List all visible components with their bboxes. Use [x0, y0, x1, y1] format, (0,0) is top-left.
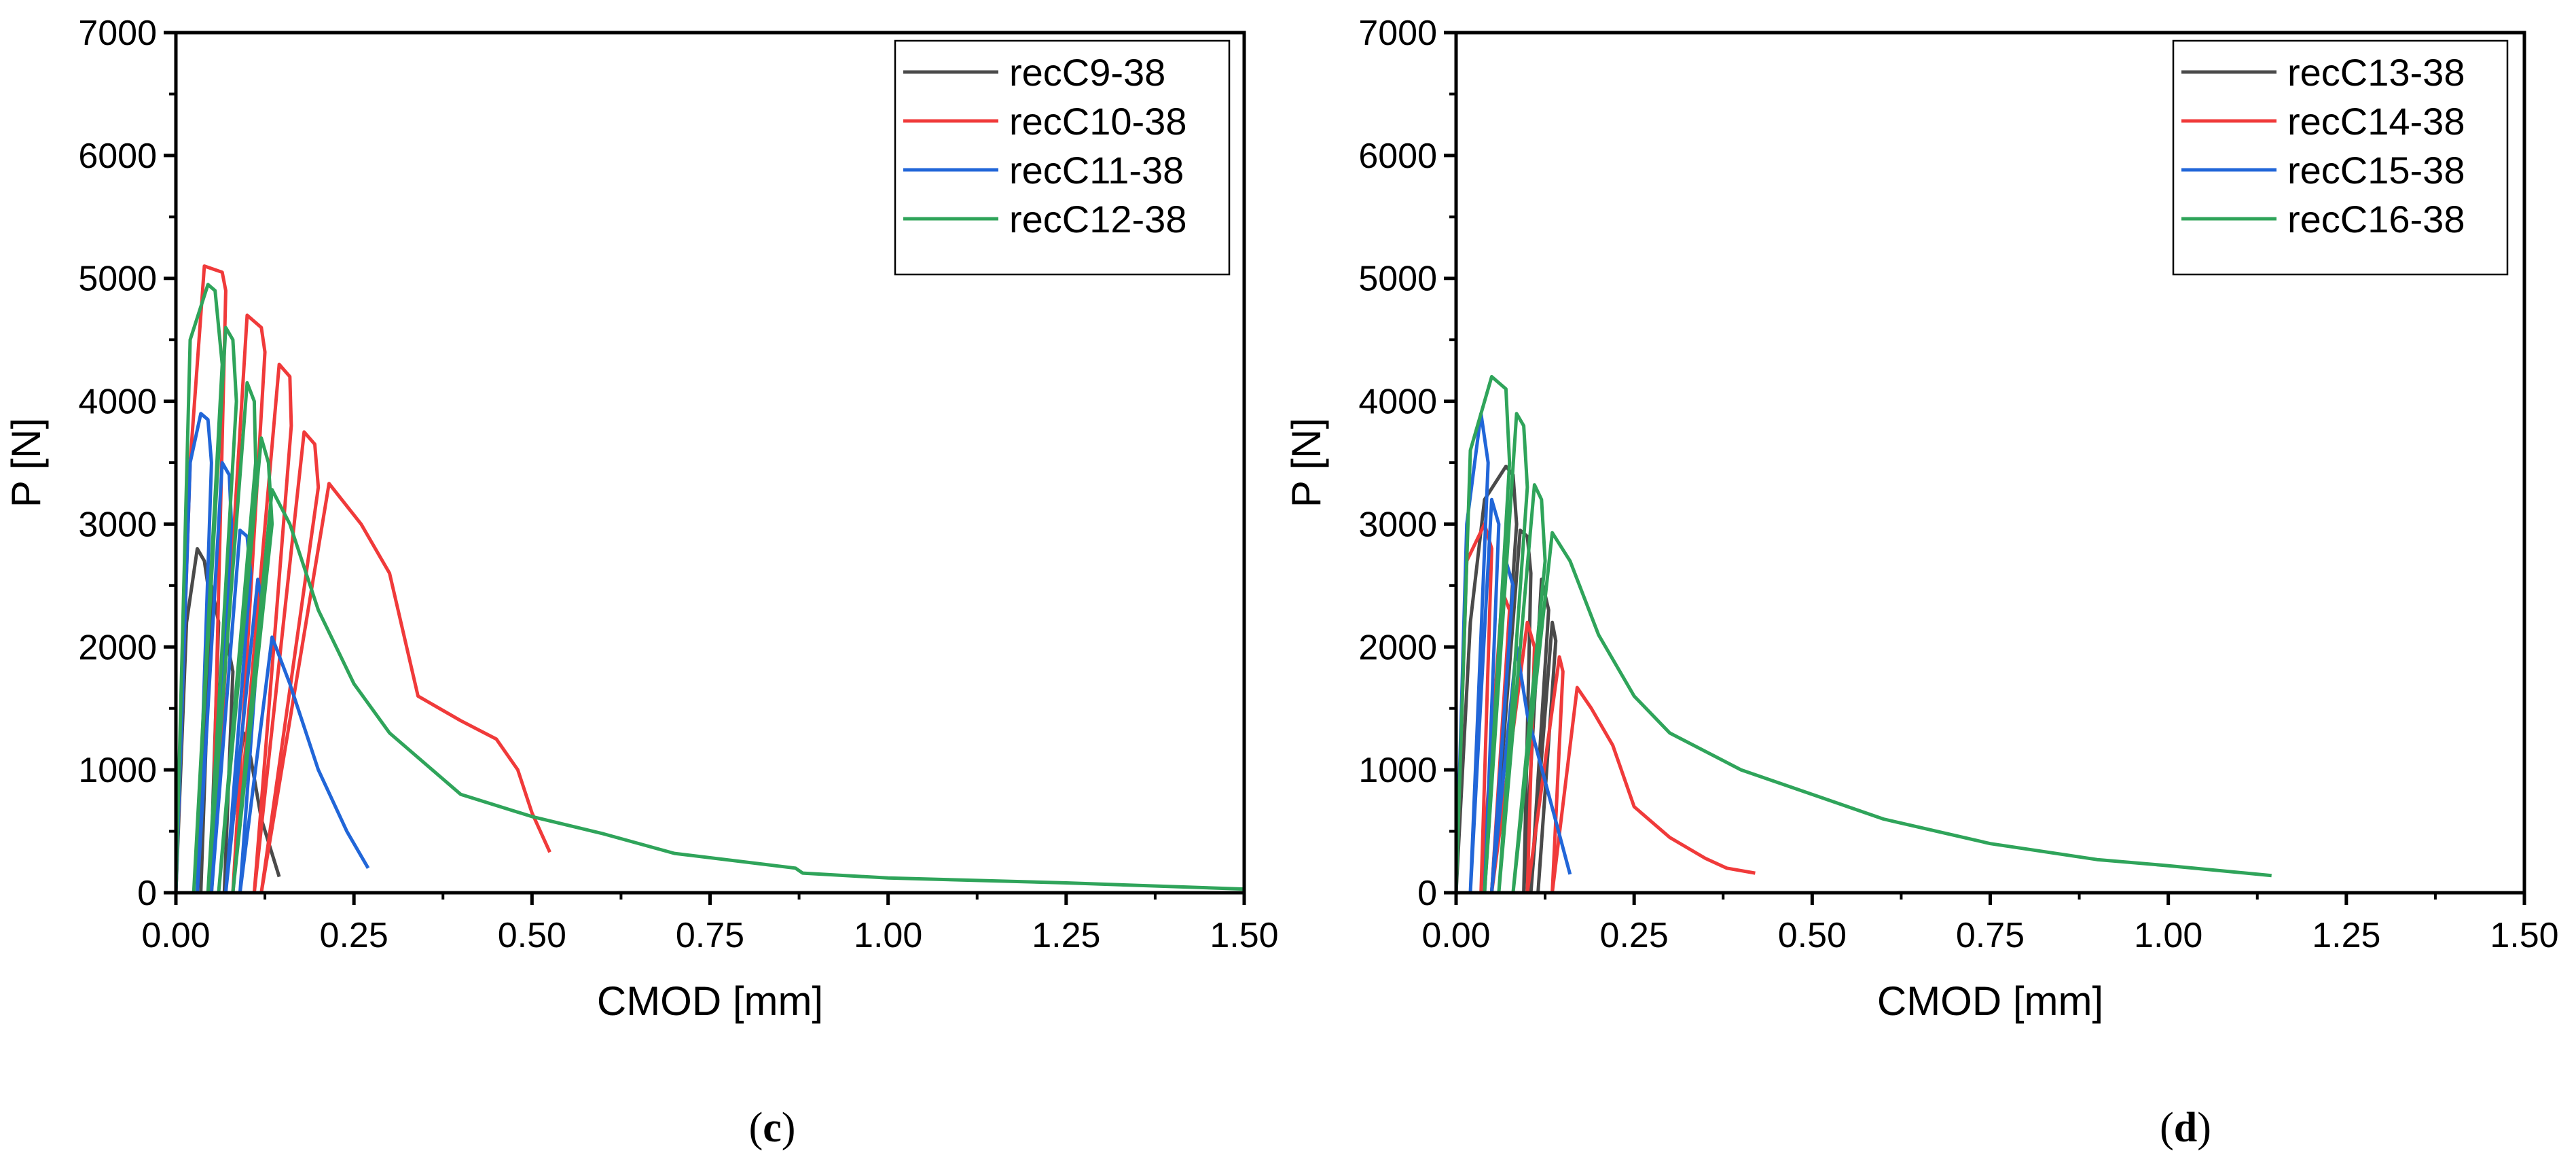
panel-label: (d): [2160, 1105, 2211, 1151]
y-tick-label: 7000: [78, 14, 157, 53]
x-tick-label: 0.75: [1956, 916, 2025, 955]
x-axis-label: CMOD [mm]: [597, 978, 823, 1024]
y-tick-label: 3000: [78, 505, 157, 544]
panel-label: (c): [749, 1105, 796, 1151]
y-tick-label: 4000: [1358, 383, 1437, 422]
panel-label-close: ): [2197, 1105, 2211, 1151]
y-tick-label: 1000: [1358, 751, 1437, 790]
panel-label-open: (: [2160, 1105, 2174, 1151]
panel-label-letter: c: [763, 1105, 782, 1151]
series-line-recC11-38: [174, 412, 370, 895]
y-tick-label: 1000: [78, 751, 157, 790]
y-tick-label: 6000: [1358, 137, 1437, 176]
x-tick-label: 1.50: [2490, 916, 2558, 955]
x-tick-label: 1.00: [854, 916, 922, 955]
y-tick-label: 5000: [78, 260, 157, 299]
legend: recC13-38 recC14-38 recC15-38 recC16-38: [2172, 39, 2509, 276]
x-tick-label: 1.25: [2312, 916, 2380, 955]
y-tick-label: 7000: [1358, 14, 1437, 53]
y-tick-label: 0: [137, 874, 157, 913]
legend-label: recC14-38: [2287, 100, 2465, 143]
series-line-recC14-38: [1454, 522, 1756, 895]
x-tick-label: 1.50: [1210, 916, 1278, 955]
x-tick-label: 0.00: [141, 916, 210, 955]
x-tick-label: 0.50: [498, 916, 566, 955]
panel-label-open: (: [749, 1105, 763, 1151]
legend-label: recC9-38: [1009, 51, 1165, 94]
y-tick-label: 6000: [78, 137, 157, 176]
y-tick-label: 4000: [78, 383, 157, 422]
legend-label: recC10-38: [1009, 100, 1186, 143]
series-line-recC10-38: [174, 264, 551, 895]
x-tick-label: 0.00: [1421, 916, 1490, 955]
legend-label: recC11-38: [1009, 149, 1184, 192]
y-axis-label: P [N]: [3, 418, 49, 508]
panel-label-letter: d: [2174, 1105, 2197, 1151]
x-tick-label: 1.00: [2134, 916, 2202, 955]
y-tick-label: 5000: [1358, 260, 1437, 299]
y-tick-label: 0: [1417, 874, 1437, 913]
chart-panel-d: 0.00 0.25 0.50 0.75 1.00 1.25 1.50 0 1000 2000 300…: [1284, 14, 2559, 1024]
legend-label: recC16-38: [2287, 198, 2465, 241]
legend-label: recC13-38: [2287, 51, 2465, 94]
x-tick-label: 0.25: [1600, 916, 1669, 955]
chart-panel-c: 0.00 0.25 0.50 0.75 1.00 1.25 1.50 0 1000 2000 300…: [3, 14, 1279, 1024]
x-tick-label: 0.50: [1778, 916, 1847, 955]
series-line-recC16-38: [1454, 374, 2272, 895]
y-tick-label: 2000: [78, 628, 157, 667]
series-line-recC12-38: [174, 283, 1245, 895]
x-tick-label: 0.75: [676, 916, 744, 955]
y-tick-label: 2000: [1358, 628, 1437, 667]
legend-label: recC12-38: [1009, 198, 1186, 241]
x-axis-label: CMOD [mm]: [1877, 978, 2103, 1024]
y-tick-label: 3000: [1358, 505, 1437, 544]
legend-box: [2172, 39, 2509, 276]
x-tick-label: 0.25: [320, 916, 388, 955]
legend: recC9-38 recC10-38 recC11-38 recC12-38: [894, 39, 1231, 276]
legend-box: [894, 39, 1231, 276]
x-tick-label: 1.25: [1032, 916, 1100, 955]
legend-label: recC15-38: [2287, 149, 2465, 192]
y-axis-label: P [N]: [1284, 418, 1329, 508]
panel-label-close: ): [782, 1105, 796, 1151]
